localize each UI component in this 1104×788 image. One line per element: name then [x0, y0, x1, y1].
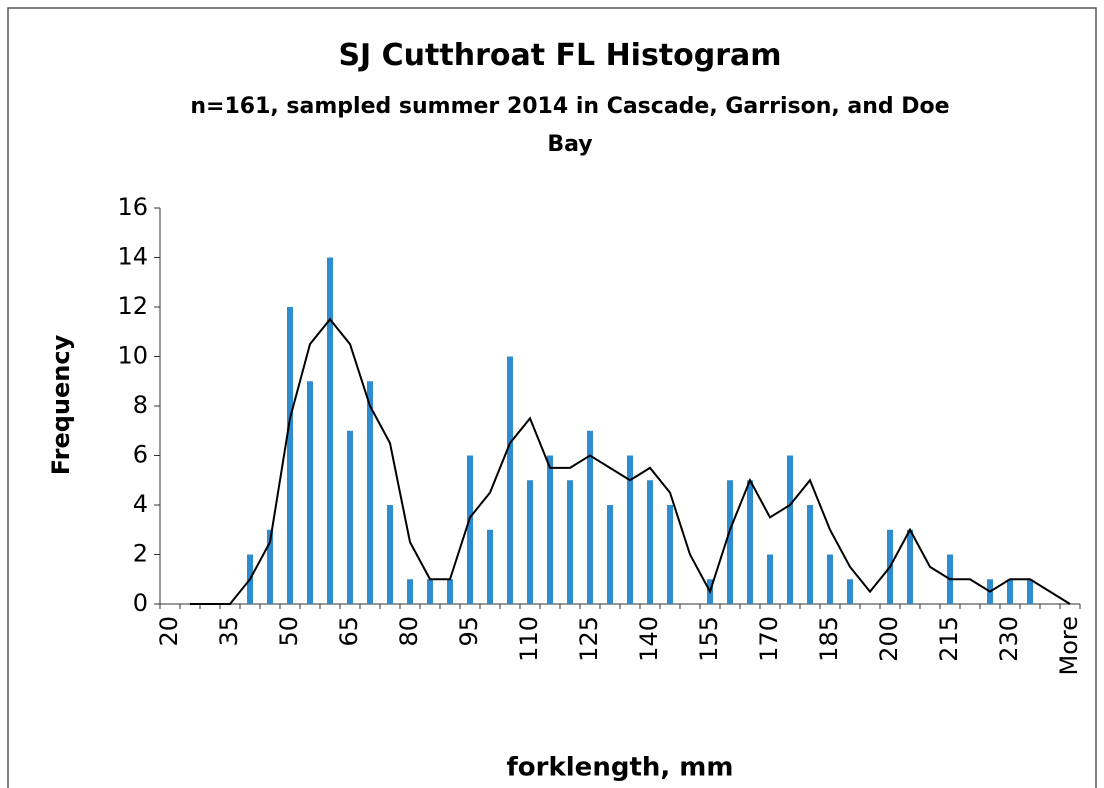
- y-tick-label: 16: [117, 193, 148, 221]
- bar: [767, 554, 773, 604]
- bar: [267, 529, 273, 604]
- bar: [427, 579, 433, 604]
- x-tick-label: 35: [215, 616, 243, 647]
- chart-frame: [7, 7, 1097, 788]
- x-tick-label: 20: [155, 616, 183, 647]
- bar: [407, 579, 413, 604]
- x-tick-label: 185: [815, 616, 843, 662]
- y-tick-label: 12: [117, 292, 148, 320]
- x-tick-label: 155: [695, 616, 723, 662]
- x-tick-label: 80: [395, 616, 423, 647]
- y-tick-label: 4: [133, 490, 148, 518]
- x-axis-title: forklength, mm: [506, 753, 733, 783]
- bar: [827, 554, 833, 604]
- bar: [747, 480, 753, 604]
- y-tick-label: 2: [133, 540, 148, 568]
- y-tick-label: 0: [133, 589, 148, 617]
- bar: [587, 430, 593, 604]
- bar: [507, 356, 513, 604]
- bar: [807, 505, 813, 604]
- x-tick-label: More: [1055, 616, 1083, 676]
- x-tick-label: 200: [875, 616, 903, 662]
- bar: [647, 480, 653, 604]
- bar: [847, 579, 853, 604]
- bar: [467, 455, 473, 604]
- bar: [547, 455, 553, 604]
- chart-title: SJ Cutthroat FL Histogram: [338, 38, 782, 73]
- x-tick-label: 95: [455, 616, 483, 647]
- bar: [727, 480, 733, 604]
- bar: [907, 529, 913, 604]
- y-tick-label: 6: [133, 441, 148, 469]
- y-tick-label: 10: [117, 342, 148, 370]
- x-tick-label: 170: [755, 616, 783, 662]
- bar: [307, 381, 313, 604]
- bar: [667, 505, 673, 604]
- bar: [327, 257, 333, 604]
- y-tick-label: 14: [117, 243, 148, 271]
- x-tick-label: 230: [995, 616, 1023, 662]
- bar: [527, 480, 533, 604]
- x-tick-label: 110: [515, 616, 543, 662]
- trend-line: [190, 317, 1071, 605]
- bar: [607, 505, 613, 604]
- chart-subtitle: n=161, sampled summer 2014 in Cascade, G…: [190, 94, 950, 157]
- x-tick-label: 65: [335, 616, 363, 647]
- bar: [347, 430, 353, 604]
- x-tick-label: 215: [935, 616, 963, 662]
- bar: [387, 505, 393, 604]
- y-axis-title: Frequency: [47, 334, 75, 475]
- x-tick-label: 125: [575, 616, 603, 662]
- bar: [567, 480, 573, 604]
- bar: [1027, 579, 1033, 604]
- x-tick-label: 50: [275, 616, 303, 647]
- y-tick-label: 8: [133, 391, 148, 419]
- x-tick-label: 140: [635, 616, 663, 662]
- bar: [487, 529, 493, 604]
- bar: [367, 381, 373, 604]
- bar: [447, 579, 453, 604]
- bar: [287, 307, 293, 604]
- bar: [1007, 579, 1013, 604]
- bar: [627, 455, 633, 604]
- bar: [787, 455, 793, 604]
